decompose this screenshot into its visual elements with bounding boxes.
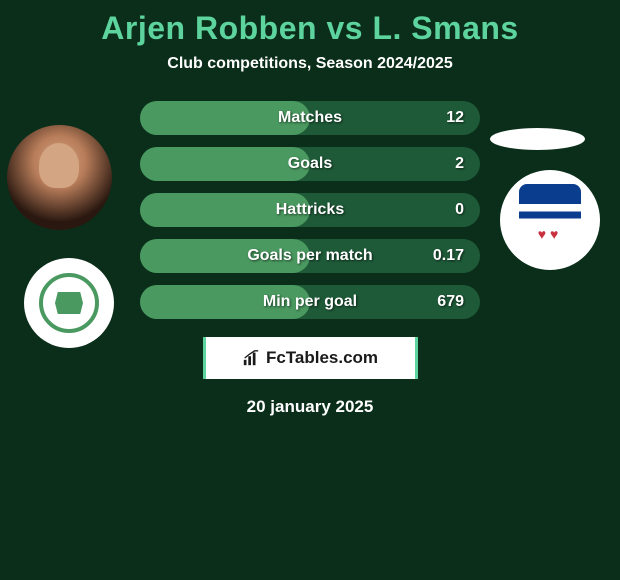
player-avatar-left [7,125,112,230]
stat-row: Min per goal679 [140,285,480,319]
stat-label: Goals [140,155,480,173]
stat-value: 0.17 [433,247,464,265]
stat-row: Goals per match0.17 [140,239,480,273]
groningen-icon [39,273,99,333]
stat-row: Matches12 [140,101,480,135]
player-avatar-right [490,128,585,150]
stat-value: 12 [446,109,464,127]
page-title: Arjen Robben vs L. Smans [0,10,620,47]
infographic-container: Arjen Robben vs L. Smans Club competitio… [0,0,620,580]
stat-label: Matches [140,109,480,127]
stat-value: 0 [455,201,464,219]
chart-icon [242,349,260,367]
brand-text: FcTables.com [266,348,378,368]
club-badge-right [500,170,600,270]
stats-panel: Matches12 Goals2 Hattricks0 Goals per match… [140,101,480,319]
stat-label: Goals per match [140,247,480,265]
page-subtitle: Club competitions, Season 2024/2025 [0,55,620,73]
stat-row: Goals2 [140,147,480,181]
heerenveen-icon [519,184,581,256]
stat-label: Min per goal [140,293,480,311]
stat-value: 2 [455,155,464,173]
stat-value: 679 [437,293,464,311]
footer-date: 20 january 2025 [0,397,620,417]
stat-label: Hattricks [140,201,480,219]
stat-row: Hattricks0 [140,193,480,227]
brand-box: FcTables.com [203,337,418,379]
club-badge-left [24,258,114,348]
